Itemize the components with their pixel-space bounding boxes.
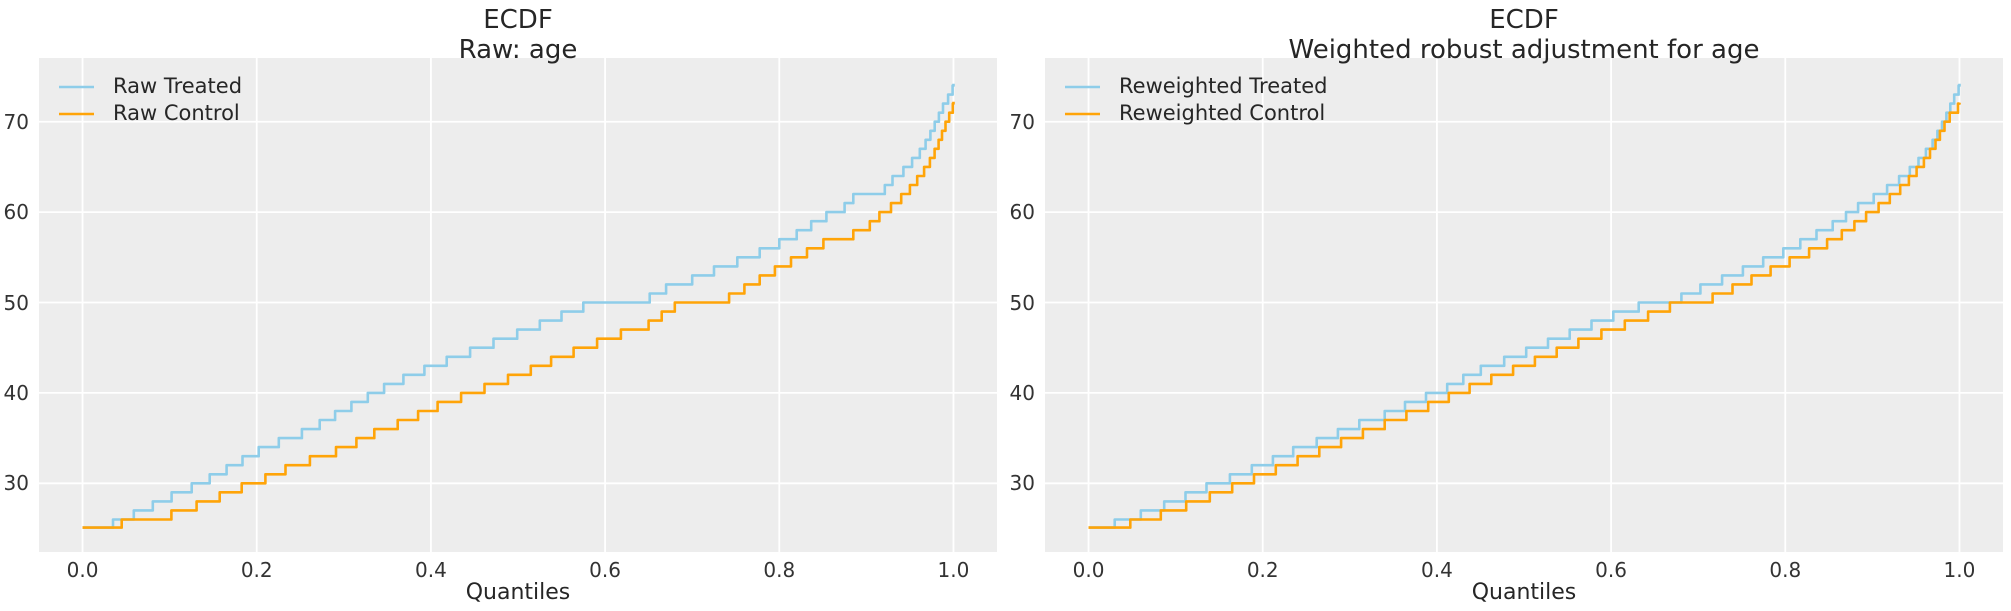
y-tick-label: 50 [3, 290, 29, 315]
x-tick-label: 0.0 [66, 558, 99, 582]
panel-subtitle-raw: Raw: age [458, 35, 578, 65]
y-tick-label: 60 [3, 200, 29, 225]
x-tick-label: 0.6 [1595, 558, 1627, 582]
panel-title-line1: ECDF [1489, 5, 1559, 35]
x-tick-label: 0.4 [415, 558, 447, 582]
y-tick-label: 40 [3, 380, 29, 405]
y-tick-label: 50 [1009, 290, 1035, 315]
ecdf-curve-raw-control [82, 101, 955, 529]
legend-label: Raw Control [113, 101, 240, 125]
panel-title-weighted: ECDF Weighted robust adjustment for age [1045, 5, 2003, 65]
plot-background [39, 58, 997, 552]
legend-label: Raw Treated [113, 74, 243, 98]
ecdf-curve-reweighted-treated [1088, 83, 1961, 529]
x-tick-label: 0.2 [240, 558, 273, 582]
x-tick-label: 0.0 [1072, 558, 1105, 582]
y-tick-label: 40 [1009, 380, 1035, 405]
x-axis-label-raw: Quantiles [465, 580, 571, 605]
panel-title-line1: ECDF [483, 5, 553, 35]
y-tick-label: 30 [1009, 471, 1035, 496]
x-tick-label: 1.0 [1943, 558, 1976, 582]
legend-label: Reweighted Treated [1119, 74, 1328, 98]
panel-subtitle-weighted: Weighted robust adjustment for age [1288, 35, 1760, 65]
x-tick-label: 0.6 [589, 558, 621, 582]
y-tick-label: 30 [3, 471, 29, 496]
legend-label: Reweighted Control [1119, 101, 1326, 125]
y-tick-label: 70 [1009, 109, 1035, 134]
x-tick-label: 1.0 [937, 558, 970, 582]
x-tick-label: 0.8 [763, 558, 796, 582]
ecdf-curve-raw-treated [82, 83, 955, 529]
plot-background [1045, 58, 2003, 552]
y-tick-label: 70 [3, 109, 29, 134]
x-tick-label: 0.8 [1769, 558, 1802, 582]
y-tick-label: 60 [1009, 200, 1035, 225]
ecdf-curve-reweighted-control [1088, 102, 1961, 529]
x-axis-label-weighted: Quantiles [1471, 580, 1577, 605]
x-tick-label: 0.2 [1246, 558, 1279, 582]
x-tick-label: 0.4 [1421, 558, 1453, 582]
panel-title-raw: ECDF Raw: age [39, 5, 997, 65]
